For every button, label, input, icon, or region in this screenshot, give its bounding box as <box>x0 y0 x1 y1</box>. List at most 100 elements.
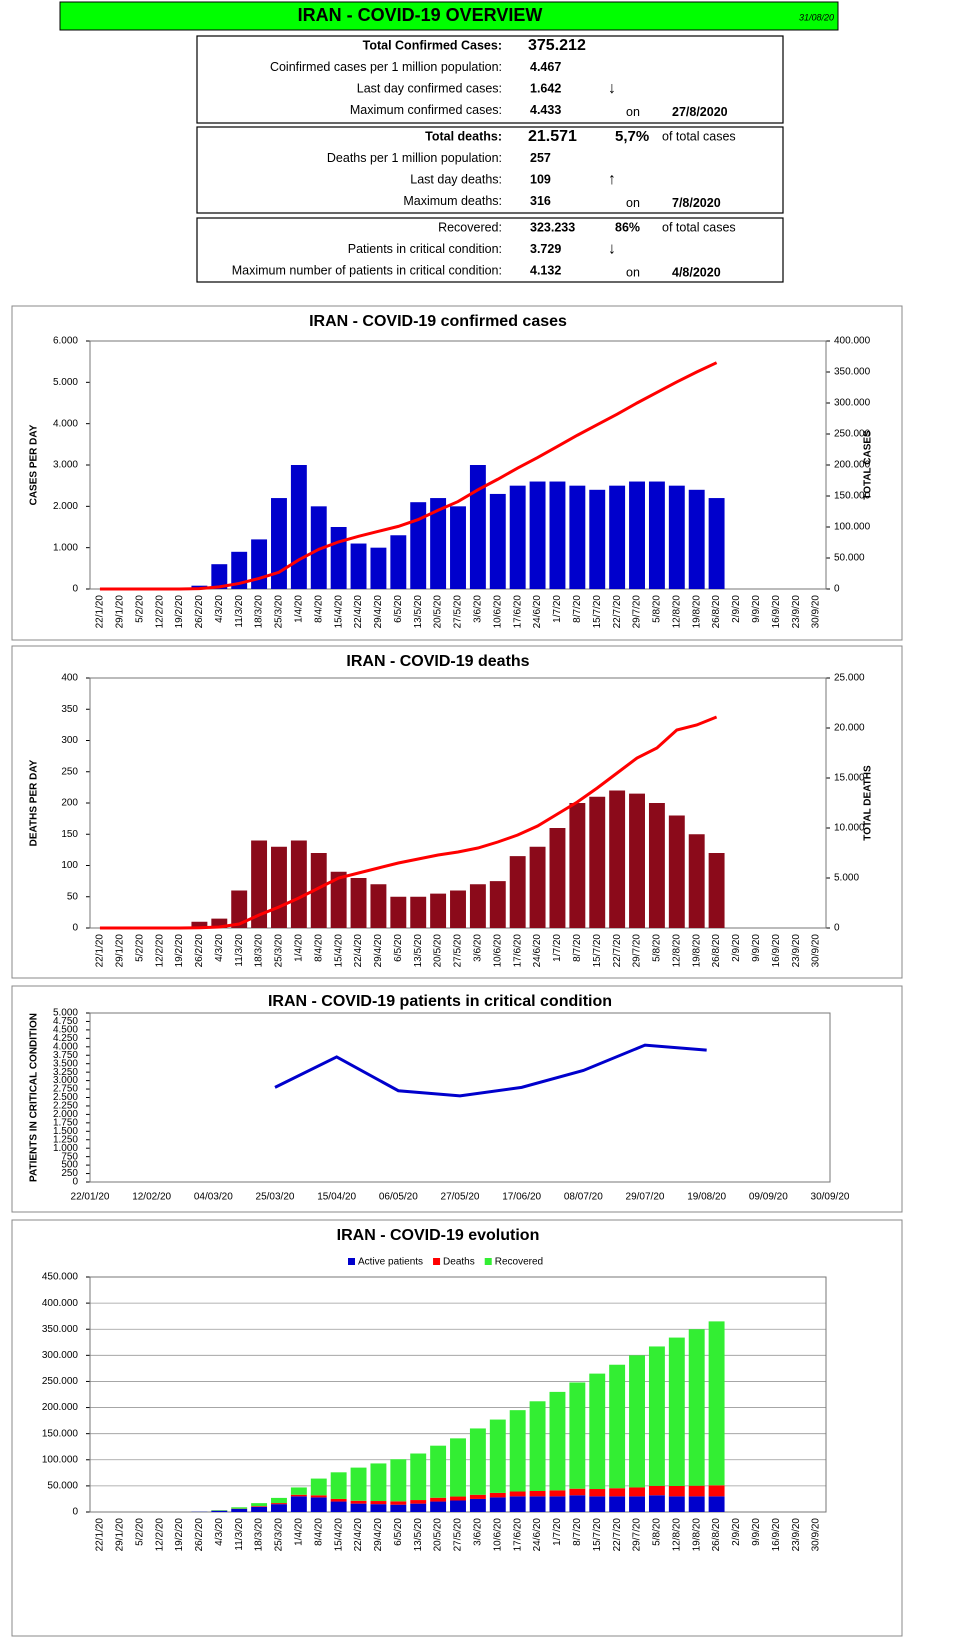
y2-tick-label: 25.000 <box>834 673 865 684</box>
y-tick-label: 0 <box>72 584 78 595</box>
y-tick-label: 500 <box>61 1160 78 1171</box>
x-tick-label: 12/2/20 <box>154 934 165 968</box>
x-tick-label: 5/8/20 <box>652 1518 663 1546</box>
x-tick-label: 22/4/20 <box>353 1518 364 1552</box>
row-value: 21.571 <box>528 128 577 145</box>
row-date: 7/8/2020 <box>672 196 721 210</box>
x-tick-label: 17/6/20 <box>512 934 523 968</box>
legend-label: Active patients <box>358 1257 423 1268</box>
x-tick-label: 04/03/20 <box>194 1192 233 1203</box>
bar <box>410 502 427 589</box>
row-value: 316 <box>530 194 551 208</box>
y-tick-label: 450.000 <box>42 1272 79 1283</box>
y-axis-label: PATIENTS IN CRITICAL CONDITION <box>29 1013 40 1182</box>
x-tick-label: 22/7/20 <box>612 1518 623 1552</box>
row-value: 4.433 <box>530 103 561 117</box>
bar <box>290 1496 307 1512</box>
y-tick-label: 4.750 <box>53 1016 78 1027</box>
x-tick-label: 6/5/20 <box>393 595 404 623</box>
overview-box <box>196 217 784 283</box>
bar <box>450 1496 466 1501</box>
bar <box>469 1494 486 1499</box>
x-tick-label: 27/5/20 <box>453 595 464 629</box>
bar <box>489 1419 506 1493</box>
bar <box>648 803 665 928</box>
row-note: of total cases <box>662 220 736 234</box>
bar <box>648 1495 665 1512</box>
y-tick-label: 0 <box>72 1177 78 1188</box>
x-tick-label: 20/5/20 <box>433 934 444 968</box>
bar <box>469 465 486 589</box>
x-tick-label: 12/2/20 <box>154 595 165 629</box>
row-percent: 86% <box>615 220 640 234</box>
x-tick-label: 25/3/20 <box>274 595 285 629</box>
x-tick-label: 22/4/20 <box>353 595 364 629</box>
x-tick-label: 26/8/20 <box>711 934 722 968</box>
row-date: 4/8/2020 <box>672 265 721 279</box>
y-tick-label: 400 <box>61 673 78 684</box>
bar <box>688 1329 705 1486</box>
y2-tick-label: 100.000 <box>834 522 871 533</box>
bar <box>589 796 606 928</box>
bar <box>330 1498 347 1502</box>
bar <box>609 1488 626 1497</box>
x-tick-label: 11/3/20 <box>234 934 245 967</box>
x-tick-label: 12/02/20 <box>132 1192 171 1203</box>
x-tick-label: 8/4/20 <box>313 934 324 962</box>
x-tick-label: 23/9/20 <box>791 934 802 968</box>
x-tick-label: 26/2/20 <box>194 934 205 968</box>
x-tick-label: 29/4/20 <box>373 1518 384 1552</box>
x-tick-label: 17/06/20 <box>502 1192 541 1203</box>
x-tick-label: 2/9/20 <box>731 934 742 962</box>
x-tick-label: 20/5/20 <box>433 1518 444 1552</box>
x-tick-label: 9/9/20 <box>751 934 762 962</box>
title-bar <box>59 1 839 31</box>
y-tick-label: 400.000 <box>42 1298 79 1309</box>
bar <box>469 884 486 928</box>
x-tick-label: 1/4/20 <box>294 595 305 623</box>
x-tick-label: 4/3/20 <box>214 595 225 623</box>
y-tick-label: 4.500 <box>53 1025 78 1036</box>
x-tick-label: 13/5/20 <box>413 595 424 629</box>
row-value: 375.212 <box>528 37 586 54</box>
y-tick-label: 1.500 <box>53 1126 78 1137</box>
bar <box>370 884 387 928</box>
x-tick-label: 25/03/20 <box>256 1192 295 1203</box>
y-tick-label: 3.000 <box>53 460 78 471</box>
bar <box>489 493 506 589</box>
y2-tick-label: 250.000 <box>834 429 871 440</box>
x-tick-label: 19/2/20 <box>174 1518 185 1552</box>
bar <box>310 1495 327 1498</box>
row-percent: 5,7% <box>615 128 649 145</box>
row-label: Deaths per 1 million population: <box>327 151 502 165</box>
y-tick-label: 2.000 <box>53 501 78 512</box>
x-tick-label: 1/7/20 <box>552 934 563 962</box>
x-tick-label: 1/7/20 <box>552 595 563 623</box>
x-tick-label: 30/9/20 <box>811 934 822 968</box>
chart-title: IRAN - COVID-19 evolution <box>337 1227 540 1244</box>
x-tick-label: 11/3/20 <box>234 595 245 628</box>
y-tick-label: 100.000 <box>42 1454 79 1465</box>
bar <box>211 918 228 928</box>
x-tick-label: 30/9/20 <box>811 1518 822 1552</box>
x-tick-label: 22/4/20 <box>353 934 364 968</box>
bar <box>509 485 526 589</box>
y-tick-label: 1.750 <box>53 1117 78 1128</box>
x-tick-label: 12/8/20 <box>671 1518 682 1552</box>
x-tick-label: 26/2/20 <box>194 1518 205 1552</box>
y-tick-label: 3.500 <box>53 1058 78 1069</box>
bar <box>708 1496 725 1512</box>
bar <box>290 1494 307 1497</box>
overview-box <box>196 35 784 124</box>
bar <box>589 1489 606 1497</box>
x-tick-label: 4/3/20 <box>214 1518 225 1546</box>
bar <box>648 481 665 589</box>
x-tick-label: 8/4/20 <box>313 595 324 623</box>
row-arrow: ↓ <box>608 80 616 97</box>
x-tick-label: 24/6/20 <box>532 1518 543 1552</box>
y-tick-label: 250 <box>61 766 78 777</box>
x-tick-label: 10/6/20 <box>492 934 503 968</box>
row-on: on <box>626 265 640 279</box>
bar <box>589 1373 606 1490</box>
bar <box>668 1337 685 1486</box>
